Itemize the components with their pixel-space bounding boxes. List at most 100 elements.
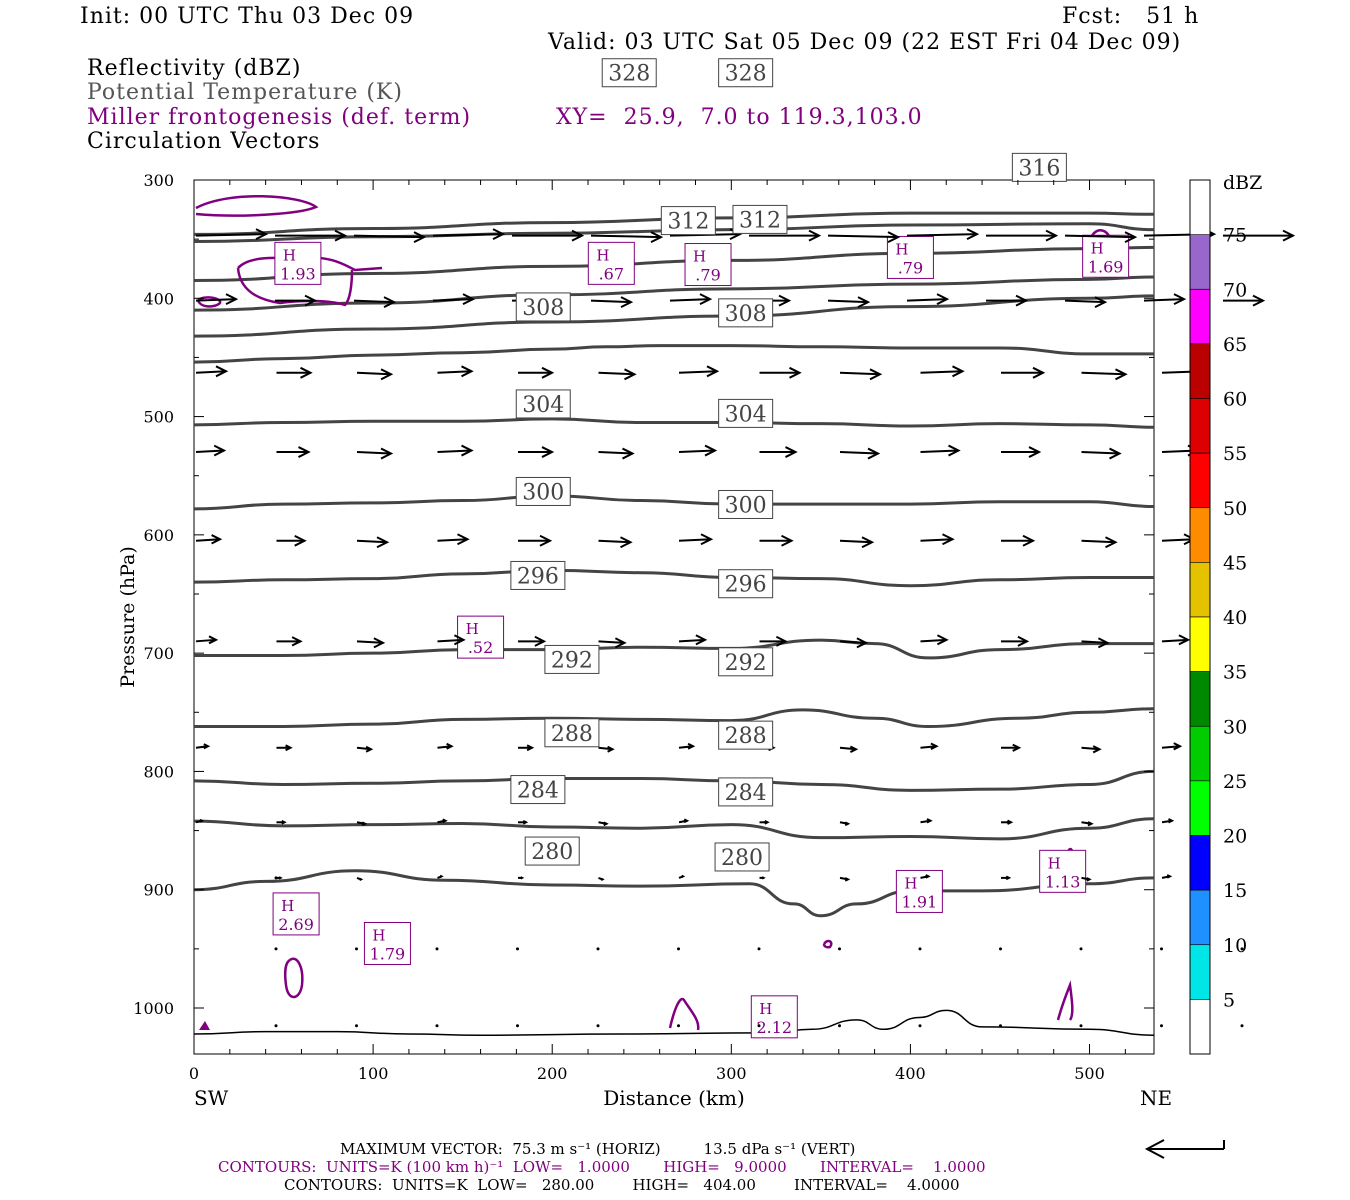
vector-shaft xyxy=(195,538,221,542)
vector-head xyxy=(373,637,386,649)
circulation-vector xyxy=(1081,745,1102,754)
circulation-vector xyxy=(759,635,788,647)
theta-label-box xyxy=(718,58,774,88)
vector-shaft xyxy=(1161,538,1195,542)
miller-marker-triangle xyxy=(199,1021,210,1030)
theta-contour-324 xyxy=(193,245,1155,283)
vector-dot xyxy=(435,947,439,951)
circulation-vector xyxy=(839,536,875,549)
vector-dot xyxy=(435,1024,439,1028)
circulation-vector xyxy=(195,228,269,240)
circulation-vector xyxy=(276,636,303,647)
x-tick-label: 100 xyxy=(358,1064,389,1083)
miller-high-letter: H xyxy=(759,1000,772,1018)
miller-high-value: .79 xyxy=(898,258,923,277)
vector-head xyxy=(534,635,547,647)
circulation-vector xyxy=(276,446,311,458)
circulation-vector xyxy=(437,742,454,750)
miller-high-value: 1.93 xyxy=(280,264,316,283)
circulation-vector xyxy=(598,447,635,460)
circulation-vector xyxy=(839,821,851,827)
circulation-vector xyxy=(920,365,965,378)
circulation-vector xyxy=(518,446,555,458)
miller-high-marker: H1.13 xyxy=(1039,849,1087,893)
theta-contour-308 xyxy=(193,417,1155,429)
vector-head xyxy=(1173,293,1187,306)
miller-high-box xyxy=(750,995,798,1039)
vector-shaft xyxy=(1161,638,1189,643)
vector-head xyxy=(1166,874,1173,879)
vector-head xyxy=(936,293,950,306)
colorbar-tick-label: 45 xyxy=(1223,552,1247,574)
colorbar-tick-label: 50 xyxy=(1223,498,1247,520)
y-tick-label: 500 xyxy=(143,408,174,427)
circulation-vector xyxy=(920,874,931,879)
vector-head xyxy=(1115,368,1128,381)
vector-head xyxy=(361,821,368,827)
vector-dot xyxy=(1240,1024,1244,1028)
vector-head xyxy=(624,368,637,381)
vector-head xyxy=(699,293,713,306)
circulation-vector xyxy=(669,293,713,306)
circulation-vector xyxy=(918,1024,922,1028)
miller-high-box xyxy=(587,241,635,285)
colorbar-tick-label: 15 xyxy=(1223,880,1247,902)
field-reflectivity: Reflectivity (dBZ) xyxy=(87,56,302,81)
vector-head xyxy=(1173,742,1183,751)
vector-head xyxy=(439,874,444,878)
vector-head xyxy=(607,745,615,753)
vector-shaft xyxy=(437,638,464,643)
circulation-vector xyxy=(1081,447,1122,460)
circulation-vector xyxy=(1161,818,1175,824)
colorbar-tick-label: 30 xyxy=(1223,716,1247,738)
colorbar-tick-label: 35 xyxy=(1223,662,1247,684)
circulation-vector xyxy=(920,533,955,546)
vector-dot xyxy=(999,1024,1002,1028)
vector-head xyxy=(359,877,364,881)
theta-label: 284 xyxy=(718,777,774,807)
field-circulation: Circulation Vectors xyxy=(87,129,321,154)
colorbar-tick-label: 40 xyxy=(1223,607,1247,629)
vector-shaft xyxy=(353,234,425,239)
reference-vector-arrow xyxy=(1144,1139,1225,1159)
colorbar-bin xyxy=(1189,725,1211,782)
vector-shaft xyxy=(432,233,504,237)
circulation-vector xyxy=(1079,1024,1083,1028)
colorbar-bin xyxy=(1189,835,1211,891)
theta-contour-296 xyxy=(194,638,1154,660)
circulation-vector xyxy=(1081,821,1094,827)
circulation-vector xyxy=(437,874,444,879)
y-axis-label: Pressure (hPa) xyxy=(117,546,139,688)
vector-head xyxy=(1097,637,1110,649)
theta-label-text: 300 xyxy=(522,480,564,505)
vector-shaft xyxy=(353,299,395,304)
theta-label-box xyxy=(515,292,571,322)
miller-high-letter: H xyxy=(466,620,479,638)
miller-high-letter: H xyxy=(372,926,385,944)
vector-head xyxy=(1007,819,1014,825)
vector-head xyxy=(789,366,802,379)
circulation-vector xyxy=(596,1024,600,1028)
vector-shaft xyxy=(195,370,227,374)
vector-head xyxy=(541,366,555,379)
vector-head xyxy=(461,444,474,457)
miller-high-marker: H.79 xyxy=(684,243,732,287)
theta-label-box xyxy=(718,569,774,599)
vector-head xyxy=(869,368,883,381)
circulation-vector xyxy=(598,368,637,381)
x-tick-label: 0 xyxy=(189,1064,199,1083)
miller-high-value: 1.79 xyxy=(370,944,406,963)
vector-head xyxy=(926,818,933,824)
circulation-vector xyxy=(759,876,766,880)
circulation-vector xyxy=(518,534,553,547)
colorbar-bin xyxy=(1189,343,1211,399)
vector-shaft xyxy=(920,449,959,454)
circulation-vector xyxy=(678,444,718,457)
vector-head xyxy=(887,231,901,243)
miller-contour-low-left xyxy=(283,957,304,999)
vector-head xyxy=(600,877,605,881)
circulation-vector xyxy=(355,947,358,951)
theta-label-box xyxy=(718,720,774,750)
field-theta: Potential Temperature (K) xyxy=(87,80,403,105)
colorbar-tick-label: 70 xyxy=(1223,279,1247,301)
